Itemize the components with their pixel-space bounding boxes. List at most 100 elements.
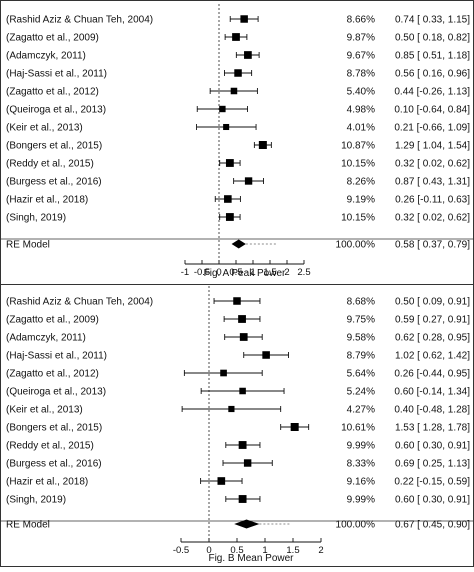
- study-label: (Singh, 2019): [6, 213, 66, 224]
- effect-point-square: [234, 69, 242, 77]
- effect-point-square: [240, 15, 248, 23]
- study-label: (Queiroga et al., 2013): [6, 105, 106, 116]
- study-row: (Haj-Sassi et al., 2011) 8.79% 1.02 [ 0.62…: [6, 351, 470, 362]
- study-effect-ci: 1.29 [ 1.04, 1.54]: [395, 141, 470, 152]
- study-weight: 5.64%: [347, 369, 375, 380]
- x-axis-tick-label: 0.5: [230, 545, 243, 556]
- study-weight: 9.99%: [347, 441, 375, 452]
- study-row: (Zagatto et al., 2009) 9.75% 0.59 [ 0.27, …: [6, 315, 470, 326]
- study-effect-ci: 0.59 [ 0.27, 0.91]: [395, 315, 470, 326]
- study-weight: 9.87%: [347, 33, 375, 44]
- study-row: (Reddy et al., 2015) 10.15% 0.32 [ 0.02, 0…: [6, 159, 470, 170]
- forest-panel-mean-power: (Rashid Aziz & Chuan Teh, 2004) 8.68% 0.50…: [1, 286, 473, 564]
- study-weight: 8.66%: [347, 15, 375, 26]
- study-effect-ci: 0.56 [ 0.16, 0.96]: [395, 69, 470, 80]
- study-effect-ci: 0.74 [ 0.33, 1.15]: [395, 15, 470, 26]
- study-row: (Rashid Aziz & Chuan Teh, 2004) 8.68% 0.50…: [6, 297, 470, 308]
- study-effect-ci: 0.69 [ 0.25, 1.13]: [395, 459, 470, 470]
- study-row: (Zagatto et al., 2009) 9.87% 0.50 [ 0.18, …: [6, 33, 470, 44]
- study-label: (Rashid Aziz & Chuan Teh, 2004): [6, 297, 153, 308]
- study-weight: 8.33%: [347, 459, 375, 470]
- effect-point-square: [238, 441, 247, 449]
- study-weight: 9.16%: [347, 477, 375, 488]
- study-row: (Queiroga et al., 2013) 5.24% 0.60 [-0.14,…: [6, 387, 470, 398]
- x-axis-tick-label: -1: [181, 267, 189, 278]
- effect-point-square: [290, 423, 299, 431]
- x-axis-tick-label: 2: [318, 545, 323, 556]
- study-weight: 4.01%: [347, 123, 375, 134]
- study-effect-ci: 0.50 [ 0.09, 0.91]: [395, 297, 470, 308]
- summary-label: RE Model: [6, 520, 50, 531]
- effect-point-square: [219, 105, 226, 113]
- study-row: (Burgess et al., 2016) 8.33% 0.69 [ 0.25, …: [6, 459, 470, 470]
- effect-point-square: [239, 387, 246, 395]
- effect-point-square: [262, 351, 270, 359]
- summary-weight: 100.00%: [336, 520, 376, 531]
- study-row: (Queiroga et al., 2013) 4.98% 0.10 [-0.64,…: [6, 105, 470, 116]
- study-weight: 9.75%: [347, 315, 375, 326]
- figure-caption: Fig. B Mean Power: [208, 553, 294, 564]
- study-effect-ci: 0.32 [ 0.02, 0.62]: [395, 159, 470, 170]
- study-effect-ci: 0.85 [ 0.51, 1.18]: [395, 51, 470, 62]
- study-weight: 8.68%: [347, 297, 375, 308]
- effect-point-square: [224, 195, 232, 203]
- study-effect-ci: 0.32 [ 0.02, 0.62]: [395, 213, 470, 224]
- study-label: (Rashid Aziz & Chuan Teh, 2004): [6, 15, 153, 26]
- effect-point-square: [217, 477, 226, 485]
- effect-point-square: [239, 333, 248, 341]
- x-axis-tick-label: 2: [284, 267, 289, 278]
- x-axis-tick-label: 1: [250, 267, 255, 278]
- study-row: (Keir et al., 2013) 4.01% 0.21 [-0.66, 1.0…: [6, 123, 470, 134]
- study-weight: 9.67%: [347, 51, 375, 62]
- study-weight: 8.78%: [347, 69, 375, 80]
- study-weight: 10.15%: [341, 159, 375, 170]
- effect-point-square: [223, 123, 230, 131]
- x-axis-tick-label: 1.5: [286, 545, 299, 556]
- effect-point-square: [230, 87, 238, 95]
- study-row: (Adamczyk, 2011) 9.58% 0.62 [ 0.28, 0.95]: [6, 333, 470, 344]
- effect-point-square: [225, 213, 234, 221]
- study-label: (Zagatto et al., 2012): [6, 87, 99, 98]
- study-label: (Burgess et al., 2016): [6, 459, 102, 470]
- study-weight: 4.98%: [347, 105, 375, 116]
- study-label: (Burgess et al., 2016): [6, 177, 102, 188]
- study-label: (Singh, 2019): [6, 495, 66, 506]
- x-axis-tick-label: -0.5: [194, 267, 210, 278]
- study-effect-ci: 0.26 [-0.44, 0.95]: [394, 369, 470, 380]
- study-row: (Bongers et al., 2015) 10.87% 1.29 [ 1.04,…: [6, 141, 470, 152]
- study-row: (Rashid Aziz & Chuan Teh, 2004) 8.66% 0.74…: [6, 15, 470, 26]
- study-weight: 5.40%: [347, 87, 375, 98]
- effect-point-square: [244, 51, 252, 59]
- study-row: (Burgess et al., 2016) 8.26% 0.87 [ 0.43, …: [6, 177, 470, 188]
- study-weight: 9.58%: [347, 333, 375, 344]
- study-effect-ci: 0.60 [-0.14, 1.34]: [394, 387, 470, 398]
- study-effect-ci: 1.53 [ 1.28, 1.78]: [395, 423, 470, 434]
- study-effect-ci: 0.10 [-0.64, 0.84]: [394, 105, 470, 116]
- effect-point-square: [220, 369, 227, 377]
- study-effect-ci: 0.21 [-0.66, 1.09]: [394, 123, 470, 134]
- effect-point-square: [228, 405, 235, 413]
- study-label: (Hazir et al., 2018): [6, 477, 88, 488]
- summary-weight: 100.00%: [336, 240, 376, 251]
- study-label: (Adamczyk, 2011): [6, 51, 86, 62]
- summary-diamond: [234, 519, 260, 529]
- study-effect-ci: 0.40 [-0.48, 1.28]: [394, 405, 470, 416]
- study-row: (Hazir et al., 2018) 9.16% 0.22 [-0.15, 0.…: [6, 477, 470, 488]
- summary-row: RE Model 100.00% 0.58 [ 0.37, 0.79]: [6, 239, 470, 251]
- study-weight: 4.27%: [347, 405, 375, 416]
- effect-point-square: [238, 495, 247, 503]
- study-label: (Haj-Sassi et al., 2011): [6, 69, 107, 80]
- study-row: (Reddy et al., 2015) 9.99% 0.60 [ 0.30, 0.…: [6, 441, 470, 452]
- study-label: (Zagatto et al., 2009): [6, 33, 99, 44]
- study-weight: 9.19%: [347, 195, 375, 206]
- study-weight: 10.87%: [341, 141, 375, 152]
- study-weight: 10.15%: [341, 213, 375, 224]
- study-label: (Hazir et al., 2018): [6, 195, 88, 206]
- study-label: (Queiroga et al., 2013): [6, 387, 106, 398]
- study-label: (Keir et al., 2013): [6, 405, 83, 416]
- x-axis-tick-label: 0.5: [229, 267, 242, 278]
- study-label: (Zagatto et al., 2012): [6, 369, 99, 380]
- study-effect-ci: 0.60 [ 0.30, 0.91]: [395, 495, 470, 506]
